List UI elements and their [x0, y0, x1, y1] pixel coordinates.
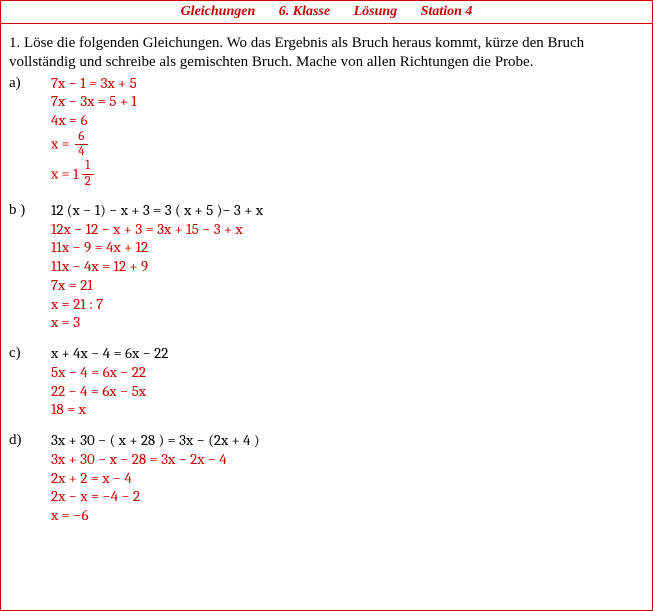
eq-line: x = 3	[51, 313, 644, 332]
eq-line: 18 = x	[51, 400, 644, 419]
eq-line: 11x − 4x = 12 + 9	[51, 257, 644, 276]
eq-line: 4x = 6	[51, 111, 644, 130]
problem-c: c) x + 4x − 4 = 6x − 22 5x − 4 = 6x − 22…	[9, 344, 644, 419]
problem-a-work: 7x − 1 = 3x + 5 7x − 3x = 5 + 1 4x = 6 x…	[51, 74, 644, 189]
frac-prefix: x =	[51, 165, 73, 183]
fraction: 12	[82, 159, 94, 189]
eq-mixed-line: x = 112	[51, 159, 644, 189]
frac-den: 2	[82, 175, 94, 189]
problem-b-work: 12 (x − 1) − x + 3 = 3 ( x + 5 )− 3 + x …	[51, 201, 644, 332]
header-title-1: Gleichungen	[181, 4, 256, 19]
eq-line: 12x − 12 − x + 3 = 3x + 15 − 3 + x	[51, 220, 644, 239]
frac-num: 1	[82, 159, 94, 174]
eq-line: 3x + 30 − ( x + 28 ) = 3x − (2x + 4 )	[51, 431, 644, 450]
problem-a-label: a)	[9, 74, 51, 93]
problem-a: a) 7x − 1 = 3x + 5 7x − 3x = 5 + 1 4x = …	[9, 74, 644, 189]
eq-line: 7x − 1 = 3x + 5	[51, 74, 644, 93]
problem-c-work: x + 4x − 4 = 6x − 22 5x − 4 = 6x − 22 22…	[51, 344, 644, 419]
eq-line: 2x + 2 = x − 4	[51, 469, 644, 488]
mixed-number: 112	[73, 159, 96, 189]
eq-line: x = −6	[51, 506, 644, 525]
instruction-text: 1. Löse die folgenden Gleichungen. Wo da…	[9, 34, 644, 72]
eq-line: x + 4x − 4 = 6x − 22	[51, 344, 644, 363]
eq-line: x = 21 : 7	[51, 295, 644, 314]
frac-den: 4	[75, 145, 87, 159]
problem-b: b ) 12 (x − 1) − x + 3 = 3 ( x + 5 )− 3 …	[9, 201, 644, 332]
problem-c-label: c)	[9, 344, 51, 363]
frac-prefix: x =	[51, 134, 73, 152]
header-bar: Gleichungen 6. Klasse Lösung Station 4	[1, 1, 652, 24]
eq-line: 12 (x − 1) − x + 3 = 3 ( x + 5 )− 3 + x	[51, 201, 644, 220]
header-title-4: Station 4	[421, 4, 473, 19]
eq-frac-line: x = 64	[51, 130, 644, 160]
header-title-3: Lösung	[354, 4, 398, 19]
header-title-2: 6. Klasse	[279, 4, 330, 19]
eq-line: 3x + 30 − x − 28 = 3x − 2x − 4	[51, 450, 644, 469]
frac-num: 6	[75, 130, 87, 145]
problem-b-label: b )	[9, 201, 51, 220]
eq-line: 5x − 4 = 6x − 22	[51, 363, 644, 382]
problem-d: d) 3x + 30 − ( x + 28 ) = 3x − (2x + 4 )…	[9, 431, 644, 525]
eq-line: 7x − 3x = 5 + 1	[51, 92, 644, 111]
fraction: 64	[75, 130, 87, 160]
eq-line: 11x − 9 = 4x + 12	[51, 238, 644, 257]
problem-d-label: d)	[9, 431, 51, 450]
eq-line: 22 − 4 = 6x − 5x	[51, 382, 644, 401]
worksheet-page: Gleichungen 6. Klasse Lösung Station 4 1…	[0, 0, 653, 611]
mixed-whole: 1	[73, 165, 78, 184]
problem-d-work: 3x + 30 − ( x + 28 ) = 3x − (2x + 4 ) 3x…	[51, 431, 644, 525]
eq-line: 7x = 21	[51, 276, 644, 295]
eq-line: 2x − x = −4 − 2	[51, 487, 644, 506]
content-area: 1. Löse die folgenden Gleichungen. Wo da…	[1, 24, 652, 529]
